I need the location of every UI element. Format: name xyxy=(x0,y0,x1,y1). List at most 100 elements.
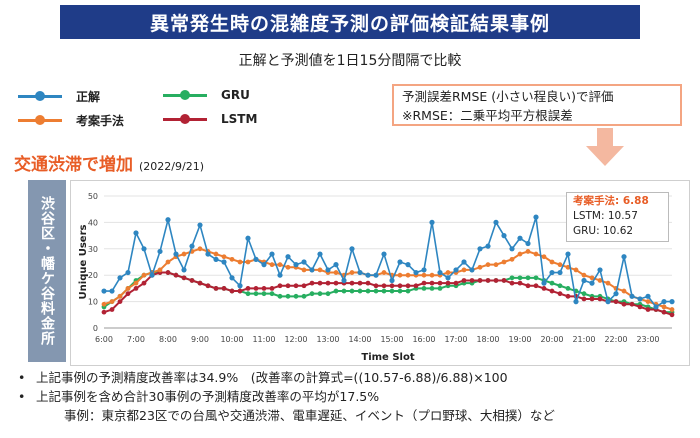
data-point-proposed xyxy=(493,262,499,268)
data-point-correct xyxy=(301,259,307,265)
y-tick-label: 50 xyxy=(88,192,98,201)
data-point-lstm xyxy=(317,280,323,286)
rmse-proposed: 考案手法: 6.88 xyxy=(573,195,649,207)
data-point-correct xyxy=(109,288,115,294)
data-point-gru xyxy=(517,275,523,281)
rmse-gru: GRU: 10.62 xyxy=(573,225,634,237)
data-point-lstm xyxy=(173,272,179,278)
data-point-proposed xyxy=(589,275,595,281)
data-point-correct xyxy=(333,262,339,268)
data-point-correct xyxy=(405,262,411,268)
data-point-correct xyxy=(269,251,275,257)
x-tick-label: 16:00 xyxy=(412,335,435,344)
x-tick-label: 23:00 xyxy=(636,335,659,344)
x-tick-label: 11:00 xyxy=(252,335,275,344)
data-point-proposed xyxy=(429,272,435,278)
data-point-proposed xyxy=(477,264,483,270)
data-point-lstm xyxy=(381,283,387,289)
data-point-gru xyxy=(293,293,299,299)
data-point-proposed xyxy=(277,262,283,268)
data-point-lstm xyxy=(133,286,139,291)
data-point-correct xyxy=(189,243,195,249)
data-point-correct xyxy=(541,280,547,286)
x-tick-label: 10:00 xyxy=(220,335,243,344)
x-tick-label: 15:00 xyxy=(380,335,403,344)
data-point-proposed xyxy=(109,299,115,304)
data-point-lstm xyxy=(397,283,403,289)
data-point-correct xyxy=(477,246,483,252)
data-point-correct xyxy=(421,267,427,273)
data-point-gru xyxy=(277,293,283,299)
y-tick-label: 40 xyxy=(88,218,98,227)
data-point-lstm xyxy=(237,288,243,294)
data-point-lstm xyxy=(453,280,459,286)
data-point-proposed xyxy=(141,272,147,278)
data-point-lstm xyxy=(533,283,539,289)
data-point-lstm xyxy=(429,280,435,286)
data-point-correct xyxy=(293,262,299,268)
legend-label: GRU xyxy=(221,88,250,102)
x-tick-label: 19:00 xyxy=(508,335,531,344)
data-point-gru xyxy=(333,288,339,294)
data-point-correct xyxy=(581,277,587,284)
data-point-proposed xyxy=(237,259,243,265)
data-point-lstm xyxy=(109,307,115,312)
data-point-lstm xyxy=(485,278,491,283)
data-point-correct xyxy=(621,254,627,260)
data-point-correct xyxy=(373,272,379,278)
data-point-proposed xyxy=(445,270,451,275)
data-point-gru xyxy=(309,291,315,297)
data-point-correct xyxy=(429,219,435,225)
data-point-gru xyxy=(557,283,563,289)
x-tick-label: 14:00 xyxy=(348,335,371,344)
data-point-proposed xyxy=(269,262,275,268)
data-point-proposed xyxy=(565,264,571,270)
data-point-correct xyxy=(637,296,643,302)
data-point-lstm xyxy=(621,301,627,307)
data-point-lstm xyxy=(405,283,411,289)
data-point-lstm xyxy=(669,312,675,318)
data-point-lstm xyxy=(141,280,147,286)
data-point-proposed xyxy=(101,301,107,307)
data-point-correct xyxy=(605,299,611,305)
data-point-lstm xyxy=(597,296,603,302)
data-point-correct xyxy=(245,235,251,241)
chart-frame xyxy=(70,180,690,366)
bullet-examples: 事例：東京都23区での台風や交通渋滞、電車遅延、イベント（プロ野球、大相撲）など xyxy=(64,408,555,423)
legend-label: LSTM xyxy=(221,112,258,126)
data-point-lstm xyxy=(525,283,531,289)
data-point-correct xyxy=(181,267,187,273)
data-point-gru xyxy=(341,288,347,294)
data-point-correct xyxy=(277,272,283,278)
data-point-lstm xyxy=(101,309,107,315)
data-point-correct xyxy=(117,275,123,281)
data-point-correct xyxy=(533,214,539,220)
x-tick-label: 18:00 xyxy=(476,335,499,344)
data-point-lstm xyxy=(365,280,371,286)
data-point-lstm xyxy=(589,296,595,302)
data-point-gru xyxy=(373,288,379,294)
x-tick-label: 8:00 xyxy=(159,335,177,344)
rmse-note-line1: 予測誤差RMSE (小さい程良い)で評価 xyxy=(402,89,614,104)
data-point-correct xyxy=(213,256,219,262)
data-point-gru xyxy=(285,293,291,299)
data-point-lstm xyxy=(373,283,379,289)
legend-item-lstm: LSTM xyxy=(163,112,257,126)
data-point-correct xyxy=(509,246,515,252)
bullet-average: 上記事例を含め合計30事例の予測精度改善率の平均が17.5% xyxy=(18,387,555,406)
data-point-proposed xyxy=(213,251,219,257)
data-point-lstm xyxy=(477,278,483,283)
data-point-correct xyxy=(645,293,651,299)
data-point-proposed xyxy=(349,270,355,275)
data-point-proposed xyxy=(133,280,139,286)
data-point-correct xyxy=(221,259,227,265)
y-tick-label: 30 xyxy=(88,245,98,254)
data-point-correct xyxy=(461,259,467,265)
data-point-gru xyxy=(357,288,363,294)
data-point-correct xyxy=(397,259,403,265)
data-point-lstm xyxy=(357,280,363,286)
data-point-gru xyxy=(301,293,307,299)
data-point-gru xyxy=(381,288,387,294)
data-point-lstm xyxy=(637,304,643,310)
